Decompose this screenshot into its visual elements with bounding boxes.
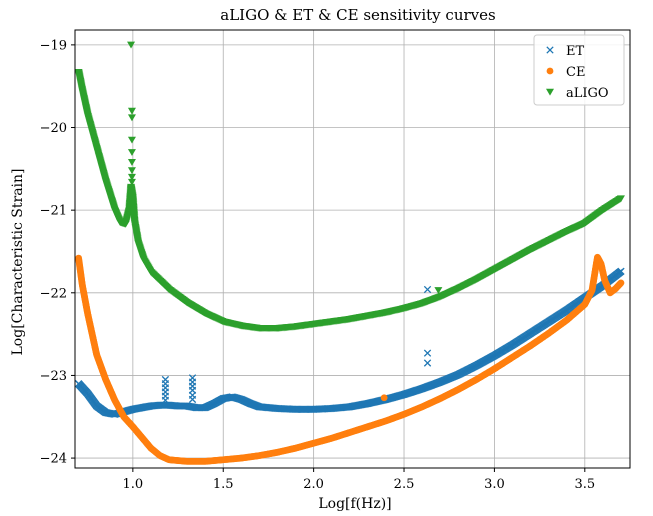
outlier-point	[161, 396, 170, 404]
x-tick-label: 1.0	[123, 477, 144, 492]
outlier-point	[127, 41, 136, 49]
outlier-point	[127, 159, 136, 166]
legend: ET CE aLIGO	[533, 34, 625, 106]
data-point	[617, 279, 625, 287]
legend-label: CE	[566, 65, 585, 80]
data-point	[616, 195, 625, 203]
x-tick-label: 1.5	[213, 477, 234, 492]
outlier-point	[127, 136, 136, 144]
x-tick-label: 3.5	[574, 477, 595, 492]
plot-frame	[74, 29, 631, 469]
x-tick-label: 2.0	[303, 477, 324, 492]
legend-entry-ce: CE	[546, 65, 585, 80]
axes: 1.0 1.5 2.0 2.5 3.0 3.5 −24 −23 −22 −21 −20 −19	[40, 29, 631, 492]
outlier-point	[380, 394, 388, 402]
outlier-point	[423, 285, 432, 294]
y-tick-label: −24	[40, 452, 67, 467]
y-tick-label: −19	[40, 38, 67, 53]
x-tick-label: 3.0	[484, 477, 505, 492]
outlier-point	[127, 173, 136, 181]
legend-marker	[546, 88, 554, 96]
outlier-point	[423, 349, 432, 357]
y-tick-label: −20	[40, 121, 67, 136]
series-et	[75, 267, 625, 418]
legend-box	[533, 34, 625, 106]
x-tick-label: 2.5	[394, 477, 415, 492]
legend-entry-et: ET	[546, 44, 584, 59]
outlier-point	[127, 107, 136, 115]
plot-series	[75, 41, 625, 465]
y-tick-label: −22	[40, 286, 67, 301]
series-ce	[75, 253, 625, 465]
legend-label: ET	[566, 44, 584, 59]
outlier-point	[127, 178, 136, 186]
outlier-point	[423, 359, 432, 367]
outlier-point	[127, 149, 136, 156]
outlier-point	[127, 167, 136, 175]
legend-marker	[546, 67, 554, 75]
data-point	[617, 267, 625, 275]
y-tick-label: −21	[40, 204, 67, 219]
series-aligo	[75, 41, 625, 332]
legend-entry-aligo: aLIGO	[546, 86, 609, 101]
outlier-point	[434, 287, 443, 294]
legend-label: aLIGO	[566, 86, 609, 101]
outlier-point	[127, 114, 136, 122]
outlier-point	[188, 395, 197, 404]
y-axis-label: Log[Characteristic Strain]	[10, 169, 26, 356]
x-axis-label: Log[f(Hz)]	[318, 496, 391, 512]
chart-title: aLIGO & ET & CE sensitivity curves	[220, 6, 495, 24]
legend-marker	[546, 46, 554, 54]
y-tick-label: −23	[40, 369, 67, 384]
